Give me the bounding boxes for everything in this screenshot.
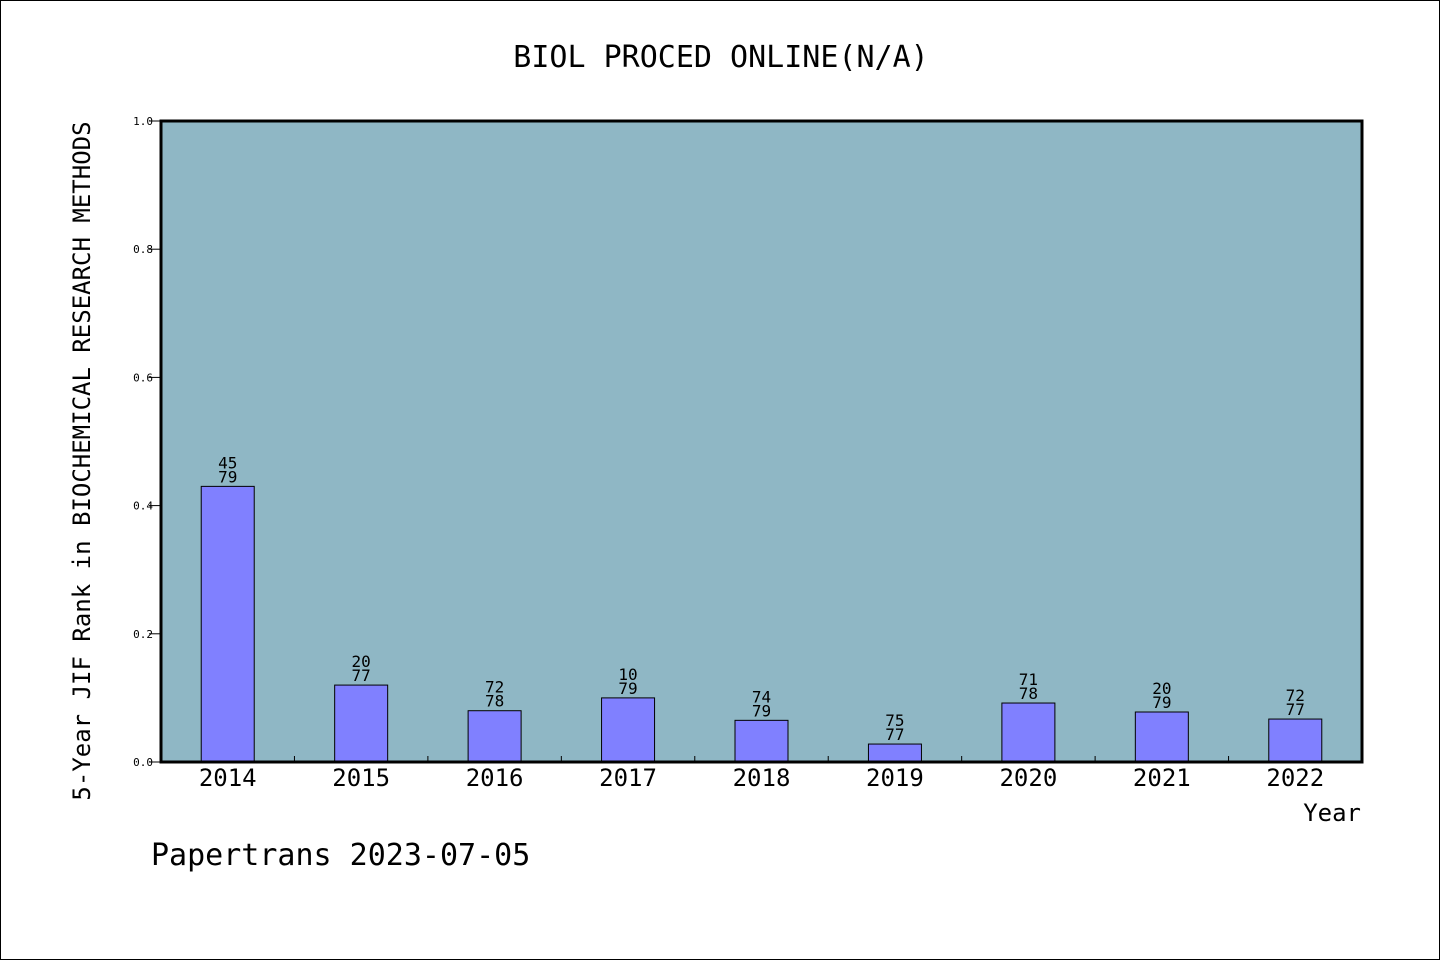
bar-label-rank: 72 — [485, 678, 504, 697]
bar-label-total: 77 — [885, 725, 904, 744]
footer-text: Papertrans 2023-07-05 — [151, 838, 530, 873]
plot-border — [159, 119, 1364, 764]
bar-2018 — [734, 719, 789, 763]
y-ticks: 0.0 0.2 0.4 0.6 0.8 1.0 — [133, 115, 161, 769]
y-tick-label: 1.0 — [133, 115, 153, 128]
bar-2017 — [601, 697, 656, 763]
bar-label-rank: 74 — [752, 687, 771, 706]
bar-2021 — [1134, 711, 1189, 763]
bar-label-total: 79 — [218, 467, 237, 486]
x-tick-label: 2017 — [599, 764, 657, 792]
bar-label-total: 78 — [485, 692, 504, 711]
y-tick-label: 0.0 — [133, 756, 153, 769]
x-tick-label: 2021 — [1133, 764, 1191, 792]
y-tick-label: 0.2 — [133, 628, 153, 641]
bar-label-total: 79 — [1152, 693, 1171, 712]
x-ticks: 2014 2015 2016 2017 2018 2019 2020 2021 2022 — [199, 756, 1324, 792]
y-tick-label: 0.4 — [133, 500, 153, 513]
x-tick-label: 2014 — [199, 764, 257, 792]
bar-label-total: 77 — [352, 666, 371, 685]
x-tick-label: 2019 — [866, 764, 924, 792]
x-tick-label: 2018 — [733, 764, 791, 792]
bar-label-total: 79 — [752, 701, 771, 720]
chart-title: BIOL PROCED ONLINE(N/A) — [513, 40, 928, 75]
bar-label-rank: 75 — [885, 711, 904, 730]
bar-2019 — [867, 743, 922, 763]
x-axis-label: Year — [1303, 799, 1361, 827]
x-tick-label: 2015 — [332, 764, 390, 792]
bars — [200, 485, 1323, 763]
plot-area — [161, 121, 1362, 762]
bar-label-rank: 71 — [1019, 670, 1038, 689]
y-tick-label: 0.8 — [133, 243, 153, 256]
bar-label-total: 77 — [1286, 700, 1305, 719]
bar-2022 — [1268, 718, 1323, 763]
bar-label-rank: 72 — [1286, 686, 1305, 705]
bar-label-rank: 20 — [1152, 679, 1171, 698]
bar-2014 — [200, 485, 255, 763]
x-tick-label: 2020 — [999, 764, 1057, 792]
y-tick-label: 0.6 — [133, 371, 153, 384]
bar-2016 — [467, 710, 522, 763]
x-tick-label: 2016 — [466, 764, 524, 792]
x-tick-label: 2022 — [1266, 764, 1324, 792]
bar-label-rank: 10 — [618, 665, 637, 684]
bar-label-rank: 45 — [218, 453, 237, 472]
bar-label-rank: 20 — [352, 652, 371, 671]
bar-2020 — [1001, 702, 1056, 763]
y-axis-label: 5-Year JIF Rank in BIOCHEMICAL RESEARCH … — [68, 121, 96, 800]
bar-label-total: 79 — [618, 679, 637, 698]
bar-2015 — [334, 684, 389, 763]
bar-label-total: 78 — [1019, 684, 1038, 703]
